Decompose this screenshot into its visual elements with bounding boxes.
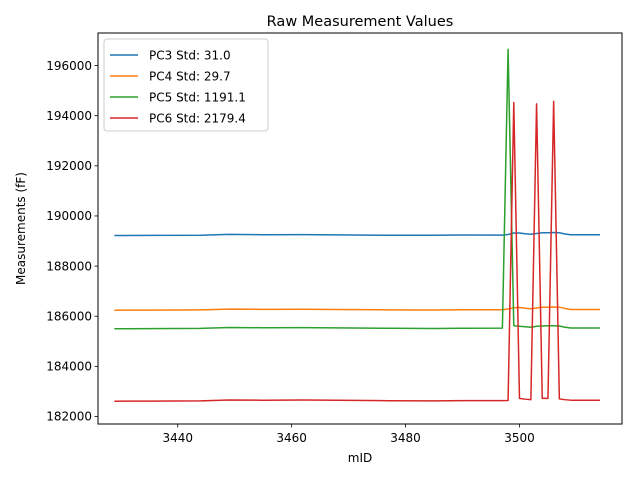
y-tick-label: 182000 [46,410,92,424]
x-tick-label: 3440 [162,431,193,445]
series-line-2 [114,306,600,311]
plot-frame [97,32,623,425]
legend-box [103,38,269,132]
series-line-4 [114,100,600,402]
series-line-3 [114,48,600,330]
y-tick-label: 184000 [46,360,92,374]
y-tick-label: 188000 [46,259,92,273]
x-tick-label: 3500 [504,431,535,445]
y-tick-label: 186000 [46,309,92,323]
y-tick-label: 192000 [46,159,92,173]
x-tick-label: 3460 [276,431,307,445]
axes: 3440 3460 3480 3500 182000 184000 186000 188000… [46,59,535,445]
x-axis-label: mID [348,451,372,465]
y-tick-label: 194000 [46,109,92,123]
plot-area [114,48,600,402]
legend-label-1: PC3 Std: 31.0 [149,48,231,62]
y-tick-label: 196000 [46,59,92,73]
chart-title: Raw Measurement Values [267,14,454,30]
legend-label-2: PC4 Std: 29.7 [149,69,231,83]
legend-label-3: PC5 Std: 1191.1 [149,90,246,104]
y-axis-label: Measurements (fF) [14,172,28,285]
y-tick-label: 190000 [46,209,92,223]
legend: PC3 Std: 31.0 PC4 Std: 29.7 PC5 Std: 1191.… [103,38,269,132]
legend-label-4: PC6 Std: 2179.4 [149,111,246,125]
x-tick-label: 3480 [390,431,421,445]
